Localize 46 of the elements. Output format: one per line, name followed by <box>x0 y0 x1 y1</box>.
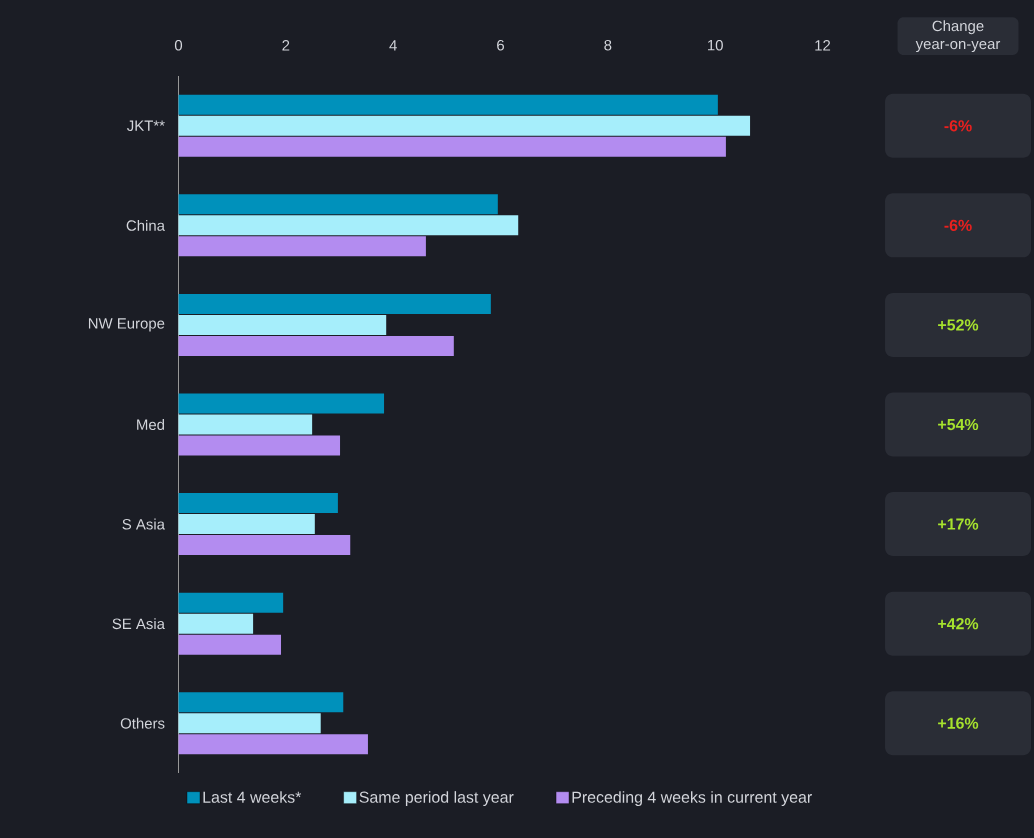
bar <box>178 493 338 514</box>
bar <box>178 115 751 136</box>
bar <box>178 314 387 335</box>
bar <box>178 215 519 236</box>
text: +16% <box>938 717 979 729</box>
x-tick-label: 8 <box>604 39 612 51</box>
bar <box>178 592 284 613</box>
x-tick-label: 0 <box>174 39 183 51</box>
y-tick-label: NW Europe <box>88 318 165 332</box>
y-tick-label: Med <box>137 419 165 430</box>
bar <box>178 535 351 556</box>
bar <box>178 136 726 157</box>
bar <box>178 435 341 456</box>
bar <box>178 692 344 713</box>
text: Change year-on-year <box>915 20 1001 53</box>
text: +42% <box>938 618 979 630</box>
text: +54% <box>938 418 979 431</box>
y-tick-label: China <box>126 219 165 231</box>
y-tick-label: SE Asia <box>112 618 165 630</box>
legend-label: Last 4 weeks* <box>203 791 302 803</box>
y-tick-label: JKT** <box>127 120 165 131</box>
text: -6% <box>944 120 972 132</box>
bar <box>178 236 426 257</box>
x-tick-label: 2 <box>282 40 290 51</box>
bar <box>178 335 454 356</box>
x-tick-label: 12 <box>815 40 831 51</box>
bar <box>178 613 254 634</box>
bar <box>178 514 315 535</box>
y-tick-label: S Asia <box>122 518 165 530</box>
x-tick-label: 10 <box>708 39 723 51</box>
bar <box>178 414 313 435</box>
bar <box>178 393 385 414</box>
bar <box>178 734 368 755</box>
bar <box>178 194 498 215</box>
text: +17% <box>938 518 979 530</box>
legend-label: Same period last year <box>359 791 514 806</box>
text: +52% <box>938 319 979 331</box>
bar <box>178 94 718 115</box>
legend-label: Preceding 4 weeks in current year <box>572 791 812 806</box>
bar <box>178 293 491 314</box>
x-tick-label: 6 <box>497 39 505 51</box>
bar <box>178 713 321 734</box>
bar <box>178 634 282 655</box>
x-tick-label: 4 <box>389 40 397 51</box>
text: -6% <box>944 219 972 232</box>
y-tick-label: Others <box>120 717 165 729</box>
